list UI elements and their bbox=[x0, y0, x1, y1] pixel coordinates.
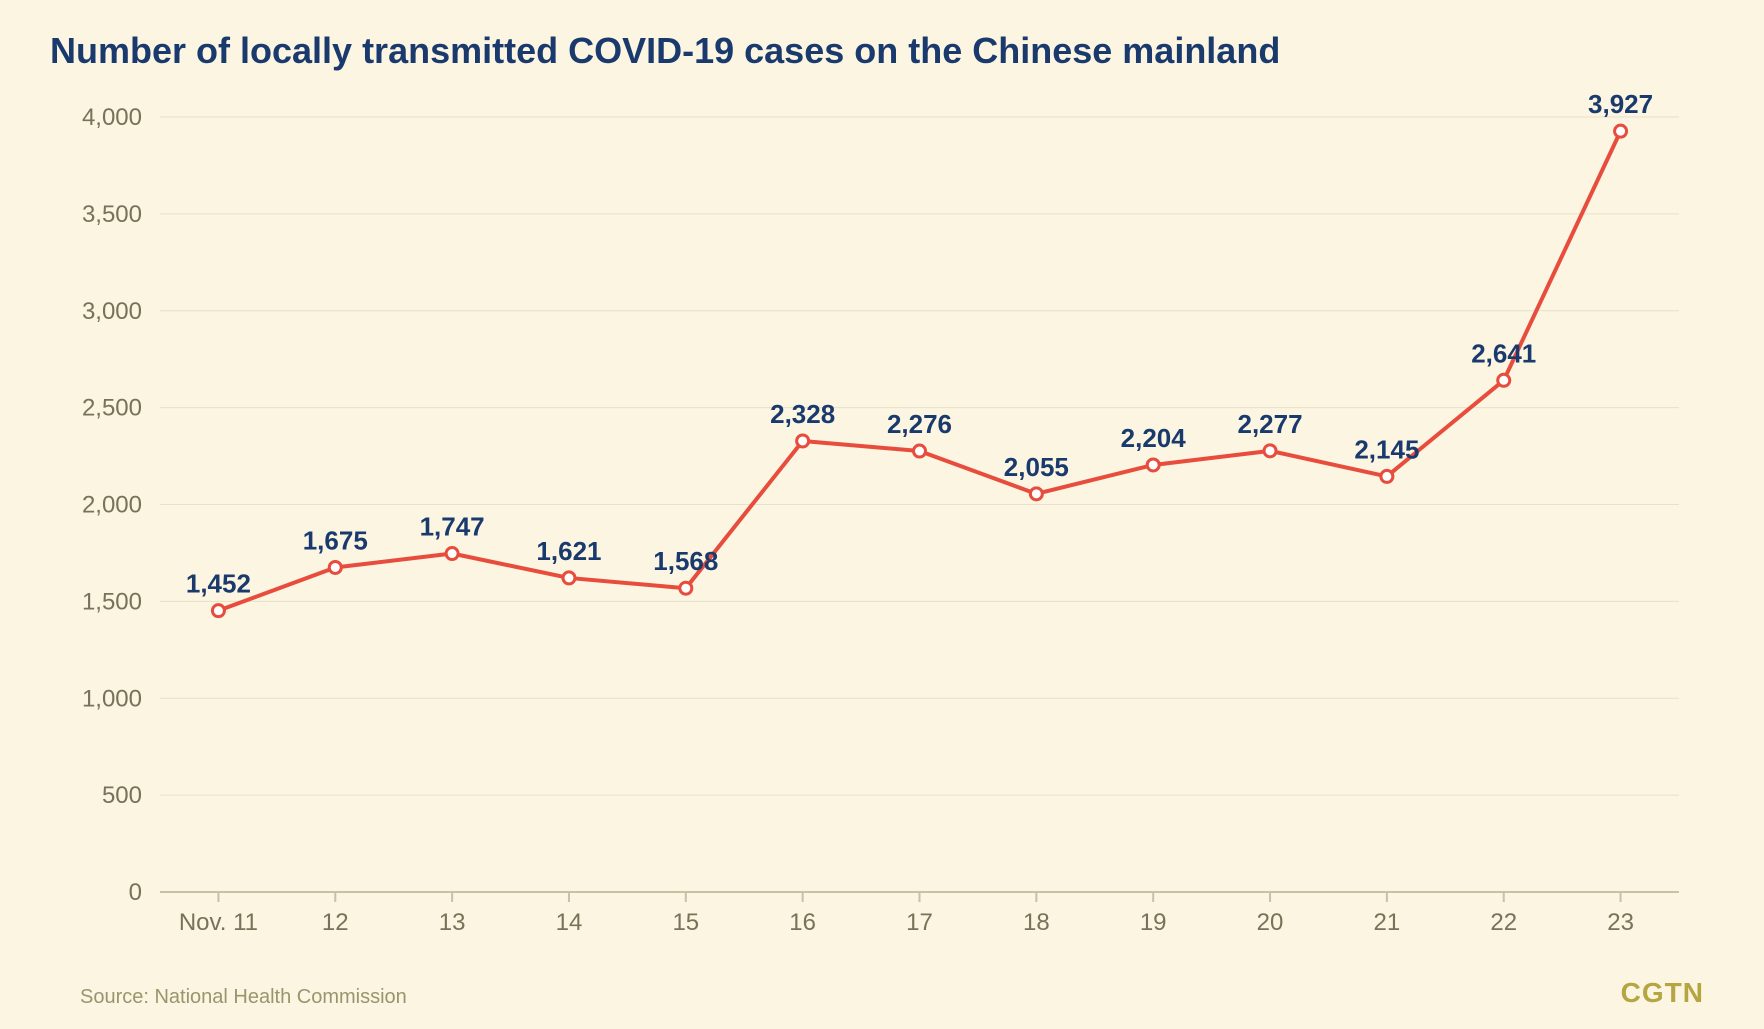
data-marker bbox=[1264, 445, 1276, 457]
x-axis-label: 15 bbox=[672, 909, 699, 936]
x-axis-label: Nov. 11 bbox=[179, 909, 258, 936]
data-label: 2,641 bbox=[1471, 338, 1536, 368]
data-label: 1,452 bbox=[186, 569, 251, 599]
data-label: 1,568 bbox=[653, 546, 718, 576]
x-axis-label: 19 bbox=[1140, 909, 1167, 936]
data-label: 2,145 bbox=[1354, 434, 1419, 464]
data-marker bbox=[212, 605, 224, 617]
y-axis-label: 0 bbox=[129, 879, 142, 906]
data-label: 2,328 bbox=[770, 399, 835, 429]
data-label: 1,675 bbox=[303, 525, 368, 555]
data-label: 1,621 bbox=[536, 536, 601, 566]
x-axis-label: 12 bbox=[322, 909, 349, 936]
data-marker bbox=[446, 548, 458, 560]
brand-logo: CGTN bbox=[1621, 977, 1704, 1009]
data-label: 2,055 bbox=[1004, 452, 1069, 482]
x-axis-label: 17 bbox=[906, 909, 933, 936]
x-axis-label: 16 bbox=[789, 909, 816, 936]
y-axis-label: 2,000 bbox=[82, 492, 142, 519]
x-axis-label: 13 bbox=[439, 909, 466, 936]
y-axis-label: 2,500 bbox=[82, 395, 142, 422]
data-label: 1,747 bbox=[420, 512, 485, 542]
data-marker bbox=[329, 561, 341, 573]
y-axis-label: 4,000 bbox=[82, 104, 142, 131]
data-marker bbox=[1615, 125, 1627, 137]
y-axis-label: 1,000 bbox=[82, 685, 142, 712]
y-axis-label: 3,000 bbox=[82, 298, 142, 325]
x-axis-label: 21 bbox=[1374, 909, 1401, 936]
chart-container: Number of locally transmitted COVID-19 c… bbox=[0, 0, 1764, 1029]
y-axis-label: 500 bbox=[102, 782, 142, 809]
data-label: 3,927 bbox=[1588, 89, 1653, 119]
data-label: 2,277 bbox=[1237, 409, 1302, 439]
data-marker bbox=[1498, 374, 1510, 386]
x-axis-label: 22 bbox=[1490, 909, 1517, 936]
data-marker bbox=[1381, 470, 1393, 482]
data-marker bbox=[797, 435, 809, 447]
data-marker bbox=[680, 582, 692, 594]
data-label: 2,276 bbox=[887, 409, 952, 439]
x-axis-label: 23 bbox=[1607, 909, 1634, 936]
line-chart: 0 500 1,000 1,500 2,000 2,500 3,000 3,500 4,000 N… bbox=[50, 82, 1714, 952]
data-label: 2,204 bbox=[1121, 423, 1187, 453]
y-axis-label: 1,500 bbox=[82, 588, 142, 615]
data-marker bbox=[1030, 488, 1042, 500]
data-marker bbox=[1147, 459, 1159, 471]
data-marker bbox=[914, 445, 926, 457]
source-attribution: Source: National Health Commission bbox=[80, 986, 407, 1009]
x-axis-label: 18 bbox=[1023, 909, 1050, 936]
y-axis-label: 3,500 bbox=[82, 201, 142, 228]
x-axis-label: 14 bbox=[556, 909, 583, 936]
x-axis-label: 20 bbox=[1257, 909, 1284, 936]
data-marker bbox=[563, 572, 575, 584]
chart-title: Number of locally transmitted COVID-19 c… bbox=[50, 30, 1714, 72]
